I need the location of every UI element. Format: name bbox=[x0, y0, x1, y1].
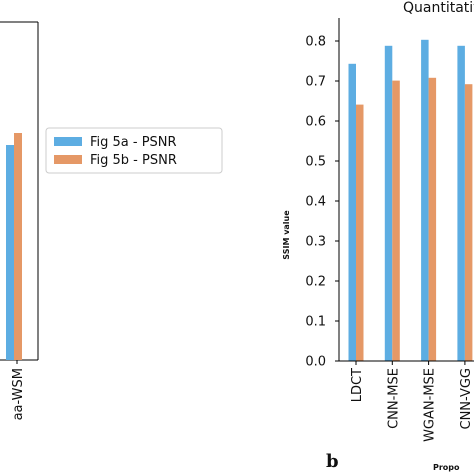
x-axis-label: Propo bbox=[433, 463, 460, 472]
bar-cnn-mse-series-2 bbox=[392, 80, 400, 361]
bar-ldct-series-2 bbox=[356, 104, 364, 361]
x-tick-label: WGAN-MSE bbox=[423, 368, 438, 442]
y-tick-label: 0.0 bbox=[305, 355, 326, 370]
y-axis-label: SSIM value bbox=[282, 210, 291, 260]
bar-ldct-series-1 bbox=[348, 63, 356, 362]
bar-cnn-mse-series-1 bbox=[384, 45, 393, 362]
x-tick-label: CNN-VGG bbox=[459, 368, 474, 430]
x-tick-label: CNN-MSE bbox=[386, 368, 401, 429]
left-bar-psnr-a bbox=[6, 145, 14, 360]
x-axis-ticks: LDCT CNN-MSE WGAN-MSE CNN-VGG bbox=[350, 361, 474, 442]
y-tick-label: 0.4 bbox=[305, 195, 326, 210]
y-tick-label: 0.3 bbox=[305, 235, 326, 250]
ssim-chart: Quantitative SSIM value 0.00.10.20.30.40… bbox=[282, 0, 474, 472]
legend-frame bbox=[45, 127, 223, 174]
bar-wgan-mse-series-2 bbox=[428, 77, 437, 362]
bar-cnn-vgg-series-2 bbox=[464, 84, 473, 361]
panel-letter: b bbox=[326, 451, 339, 472]
y-tick-label: 0.7 bbox=[305, 75, 326, 90]
legend-swatch-b bbox=[54, 155, 82, 164]
y-tick-label: 0.8 bbox=[305, 35, 326, 50]
bars bbox=[348, 39, 473, 362]
x-tick-label: LDCT bbox=[350, 368, 365, 402]
legend-label-b: Fig 5b - PSNR bbox=[90, 153, 177, 168]
left-bar-psnr-b bbox=[14, 133, 22, 360]
y-tick-label: 0.6 bbox=[305, 115, 326, 130]
left-tick-label: aa-WSM bbox=[11, 368, 26, 420]
y-tick-label: 0.1 bbox=[305, 315, 326, 330]
legend-swatch-a bbox=[54, 137, 82, 146]
bar-cnn-vgg-series-1 bbox=[457, 45, 465, 362]
legend-label-a: Fig 5a - PSNR bbox=[90, 135, 177, 150]
chart-title: Quantitative bbox=[403, 0, 474, 16]
legend: Fig 5a - PSNR Fig 5b - PSNR bbox=[45, 127, 223, 174]
y-axis-ticks: 0.0 0.1 0.2 0.3 0.4 0.5 0.6 0.7 0.8 bbox=[305, 35, 339, 370]
y-tick-label: 0.5 bbox=[305, 155, 326, 170]
bar-wgan-mse-series-1 bbox=[421, 39, 429, 362]
y-tick-label: 0.2 bbox=[305, 275, 326, 290]
left-panel: aa-WSM bbox=[0, 21, 39, 420]
